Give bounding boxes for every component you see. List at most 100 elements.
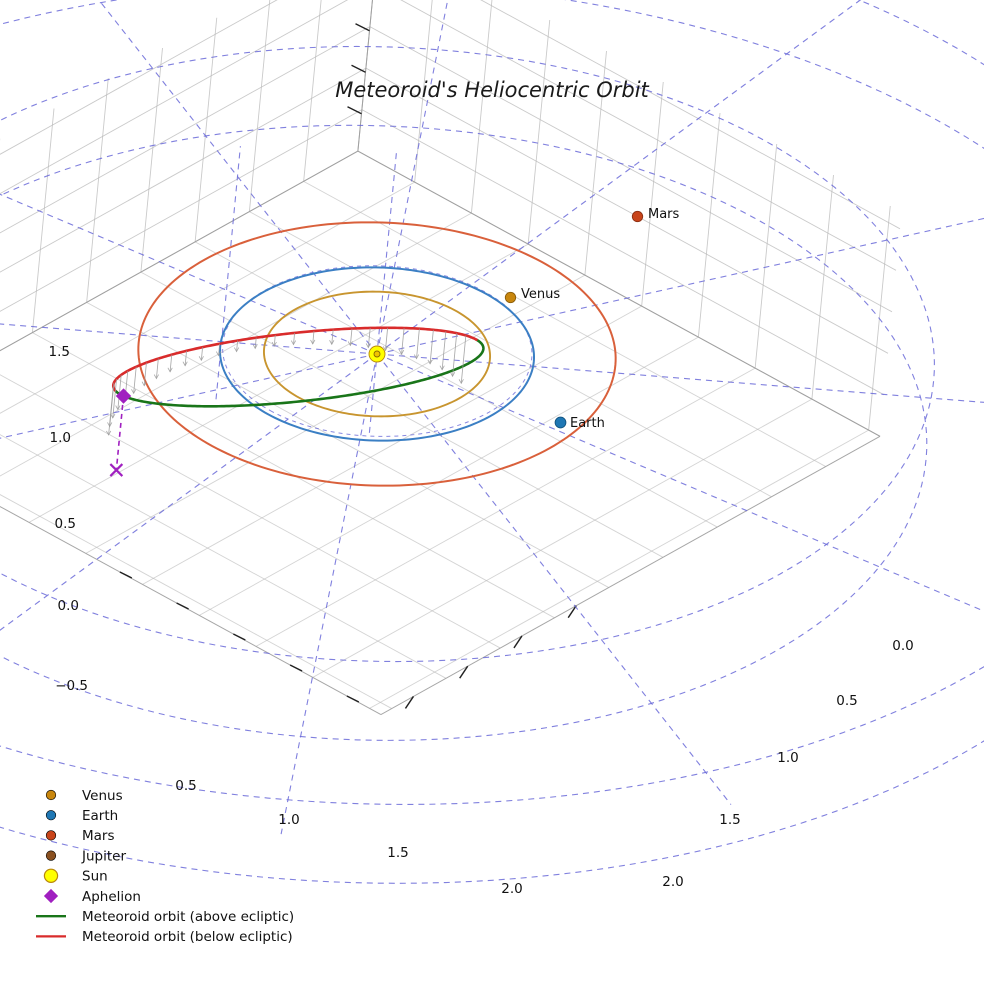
tick-label: 1.5 bbox=[387, 845, 408, 861]
dropline bbox=[312, 331, 315, 345]
dropline-tip bbox=[131, 389, 137, 395]
radial-spoke-dashed bbox=[376, 353, 732, 805]
dropline bbox=[429, 329, 434, 364]
dropline bbox=[143, 362, 147, 386]
dropline-tip bbox=[252, 344, 258, 350]
dropline-tip bbox=[153, 374, 159, 380]
dropline bbox=[401, 327, 405, 355]
legend-swatch-sun bbox=[43, 868, 59, 884]
radial-spoke-dashed bbox=[0, 353, 378, 631]
dropline-tip bbox=[271, 341, 277, 347]
dropline-tip bbox=[413, 354, 420, 360]
dropline bbox=[460, 335, 467, 384]
meteoroid-orbit-below-ecliptic bbox=[471, 336, 478, 341]
dropline-tip bbox=[310, 339, 316, 345]
wall-gridline bbox=[0, 26, 371, 234]
tick-label: 0.5 bbox=[55, 516, 76, 532]
legend-item-mars[interactable]: Mars bbox=[45, 828, 115, 844]
axis-tick bbox=[404, 696, 415, 709]
aphelion-marker bbox=[115, 388, 132, 404]
tick-label: 2.0 bbox=[662, 874, 683, 890]
earth-orbit-dashed bbox=[222, 265, 533, 437]
dropline-tip bbox=[399, 349, 405, 355]
jupiter-orbit-dashed bbox=[0, 0, 984, 806]
dropline bbox=[169, 354, 173, 372]
tick-label: 1.0 bbox=[50, 430, 71, 446]
floor-gridline bbox=[369, 429, 869, 709]
dropline bbox=[385, 327, 389, 351]
wall-gridline bbox=[248, 0, 271, 212]
floor-gridline bbox=[199, 336, 699, 616]
label-earth: Earth bbox=[570, 416, 605, 431]
dropline bbox=[184, 350, 187, 366]
floor-gridline bbox=[255, 367, 756, 647]
axis-tick bbox=[347, 106, 362, 115]
dropline bbox=[273, 335, 276, 347]
legend-swatch-diamond-aphelion bbox=[43, 888, 59, 904]
dropline bbox=[133, 366, 137, 394]
earth-orbit bbox=[218, 266, 536, 442]
wall-gridline bbox=[400, 0, 897, 271]
floor-gridline bbox=[194, 241, 718, 528]
legend-swatch-dot-mars bbox=[45, 830, 57, 841]
axis-tick bbox=[355, 23, 370, 32]
dropline bbox=[236, 340, 239, 352]
wall-gridline bbox=[641, 81, 664, 307]
dropline-tip bbox=[106, 430, 112, 436]
floor-gridline bbox=[0, 212, 472, 477]
radial-spoke-dashed bbox=[98, 0, 378, 355]
meteoroid-orbit-above-ecliptic bbox=[115, 338, 485, 408]
dropline-tip bbox=[347, 341, 353, 347]
aphelion-dropline bbox=[115, 395, 125, 471]
marker-mars bbox=[631, 210, 644, 223]
dropline bbox=[218, 343, 221, 356]
wall-gridline bbox=[480, 0, 901, 230]
dropline bbox=[108, 386, 114, 435]
tick-label: 0.5 bbox=[836, 693, 857, 709]
dropline-tip bbox=[439, 365, 445, 371]
tick-label: 0.5 bbox=[175, 778, 196, 794]
dropline bbox=[112, 378, 117, 419]
dropline-tip bbox=[450, 372, 456, 378]
tick-label: 1.0 bbox=[278, 812, 299, 828]
tick-label: −0.5 bbox=[55, 678, 88, 694]
dropline bbox=[367, 327, 371, 348]
tick-label: 1.5 bbox=[719, 812, 740, 828]
legend-item-above[interactable]: Meteoroid orbit (above ecliptic) bbox=[36, 909, 294, 925]
marker-earth bbox=[554, 416, 567, 429]
wall-gridline bbox=[0, 0, 349, 195]
legend-label-below: Meteoroid orbit (below ecliptic) bbox=[82, 929, 293, 945]
legend-item-below[interactable]: Meteoroid orbit (below ecliptic) bbox=[36, 929, 293, 945]
wall-gridline bbox=[303, 0, 322, 182]
legend-item-earth[interactable]: Earth bbox=[45, 808, 118, 824]
dropline bbox=[441, 331, 447, 370]
legend-item-jupiter[interactable]: Jupiter bbox=[45, 848, 126, 864]
reference-ring-floor bbox=[0, 0, 984, 884]
axis-spine bbox=[357, 150, 881, 437]
axis-tick bbox=[233, 633, 246, 641]
floor-gridline bbox=[249, 211, 772, 498]
floor-gridline bbox=[142, 305, 642, 585]
legend-item-venus[interactable]: Venus bbox=[45, 788, 123, 804]
label-venus: Venus bbox=[521, 287, 560, 302]
dropline bbox=[416, 328, 420, 359]
axis-spine bbox=[380, 435, 881, 716]
dropline bbox=[117, 374, 122, 410]
meteoroid-orbit-below-ecliptic bbox=[111, 326, 475, 394]
wall-gridline bbox=[194, 17, 218, 242]
dropline bbox=[254, 337, 257, 349]
legend-item-sun[interactable]: Sun bbox=[43, 868, 108, 885]
axis-tick bbox=[289, 664, 303, 672]
dropline bbox=[331, 329, 334, 345]
wall-gridline bbox=[361, 109, 885, 396]
legend-swatch-dot-jupiter bbox=[45, 850, 57, 861]
vertical-axis-dashed bbox=[368, 150, 398, 433]
dropline bbox=[452, 333, 458, 377]
legend-item-aphelion[interactable]: Aphelion bbox=[43, 888, 141, 905]
wall-gridline bbox=[754, 143, 778, 369]
dropline-tip bbox=[382, 346, 389, 352]
dropline bbox=[349, 328, 353, 346]
